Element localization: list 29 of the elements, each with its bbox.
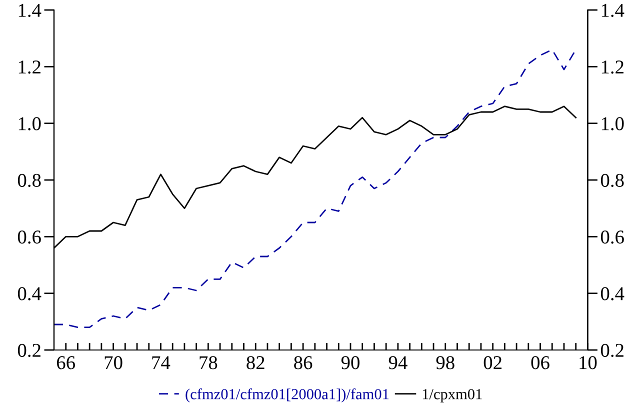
x-tick-label: 98 xyxy=(436,356,454,370)
legend-label: 1/cpxm01 xyxy=(422,389,482,402)
x-tick-label: 82 xyxy=(246,356,264,370)
y-tick-label: 0.6 xyxy=(18,230,41,244)
x-tick-label: 06 xyxy=(531,356,550,370)
y-tick-label: 1.0 xyxy=(18,117,41,130)
y2-tick-label: 0.4 xyxy=(600,287,624,300)
y-tick-label: 0.2 xyxy=(18,344,40,358)
y2-tick-label: 1.4 xyxy=(602,4,624,18)
y-tick-label: 0.8 xyxy=(18,174,41,188)
legend-label: (cfmz01/cfmz01[2000a1])/fam01 xyxy=(186,388,389,402)
y-tick-label: 1.4 xyxy=(18,4,42,18)
x-tick-label: 10 xyxy=(580,356,597,370)
x-tick-label: 86 xyxy=(294,356,312,370)
x-tick-label: 78 xyxy=(200,356,218,370)
x-tick-label: 74 xyxy=(152,356,170,370)
y2-tick-label: 1.0 xyxy=(602,117,624,130)
y2-tick-label: 1.2 xyxy=(602,60,624,74)
y-tick-label: 1.2 xyxy=(18,60,40,74)
x-tick-label: 70 xyxy=(104,356,122,370)
y-tick-label: 0.4 xyxy=(18,287,42,300)
y2-tick-label: 0.6 xyxy=(600,230,624,244)
y2-tick-label: 0.8 xyxy=(600,174,624,188)
y2-tick-label: 0.2 xyxy=(600,344,624,358)
x-tick-label: 90 xyxy=(341,356,360,370)
x-tick-label: 66 xyxy=(56,356,75,370)
x-tick-label: 94 xyxy=(388,356,408,370)
line-series xyxy=(54,48,577,328)
x-tick-label: 02 xyxy=(484,356,502,370)
